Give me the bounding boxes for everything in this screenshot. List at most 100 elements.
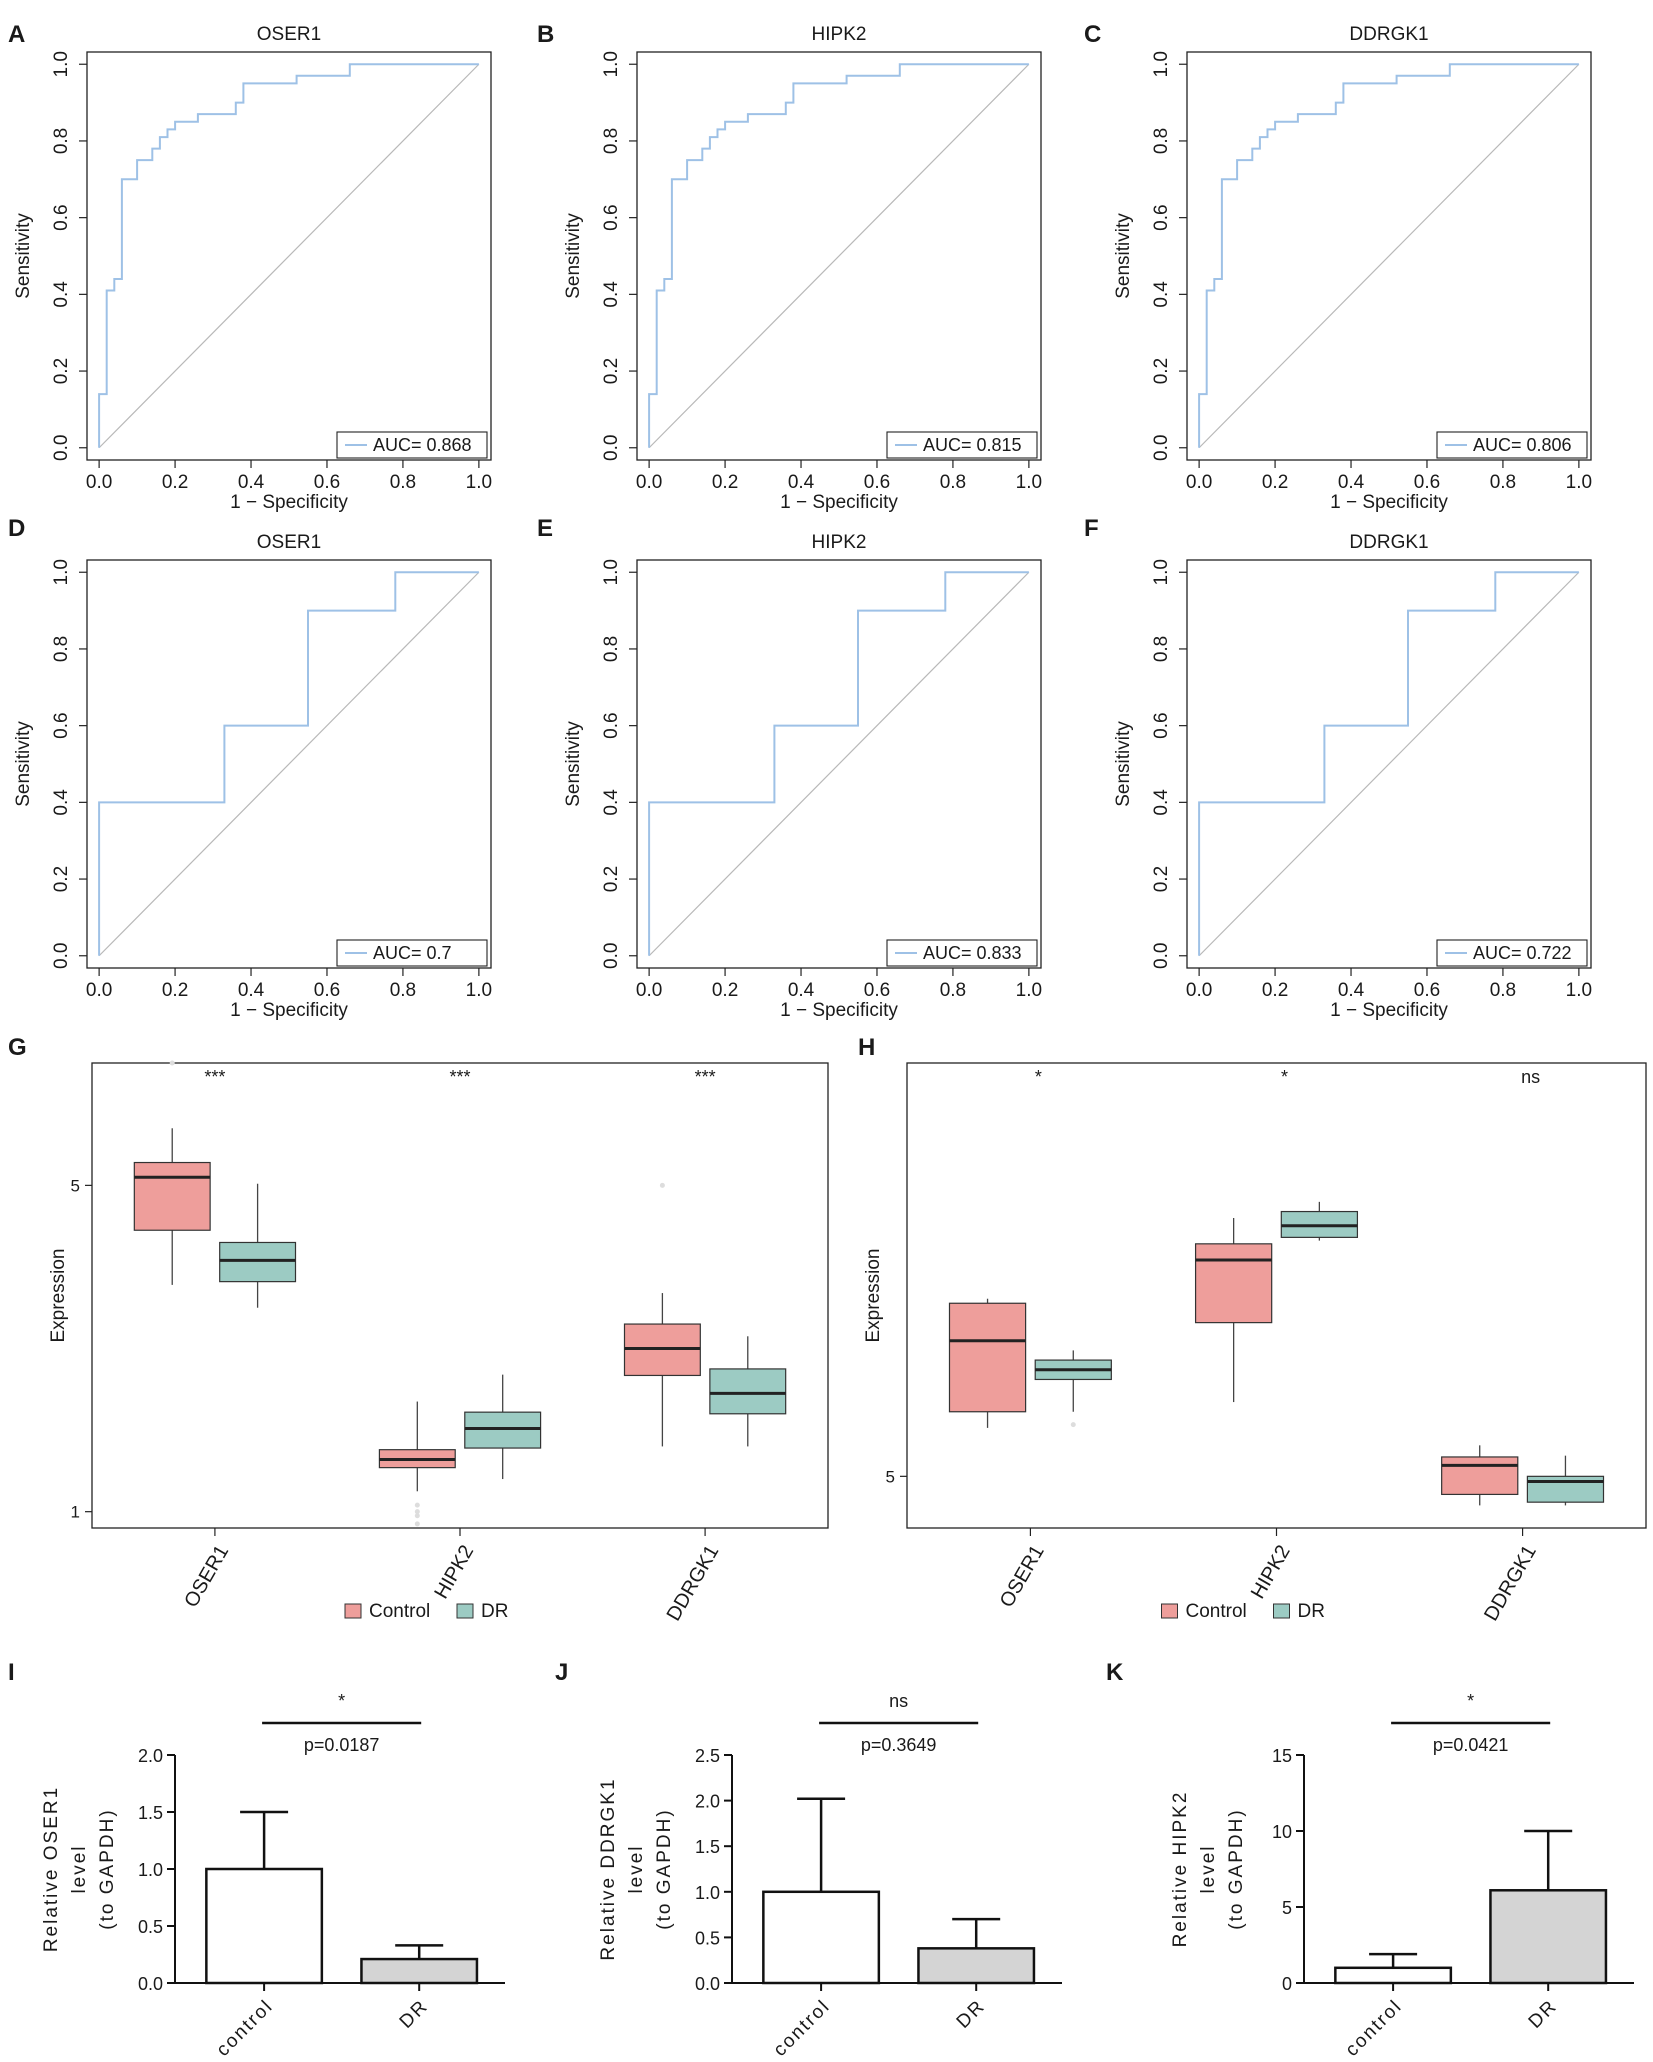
legend-label-dr: DR — [481, 1601, 508, 1622]
y-tick-label: 0.6 — [1151, 204, 1172, 230]
p-value-label: p=0.0421 — [1433, 1735, 1509, 1755]
y-axis-label-line: level — [69, 1844, 90, 1893]
x-tick-label: 1.0 — [466, 980, 492, 1001]
diagonal-reference-line — [1198, 63, 1580, 449]
y-tick-label: 5 — [71, 1176, 80, 1195]
y-tick-label: 0.0 — [601, 943, 622, 969]
y-axis-label-line: level — [1198, 1844, 1219, 1893]
box-control — [133, 1161, 211, 1231]
y-axis-label: Expression — [48, 1249, 69, 1343]
y-tick-label: 0.2 — [1151, 358, 1172, 384]
x-tick-label: DR — [1525, 1996, 1562, 2033]
y-tick-label: 0.4 — [1151, 281, 1172, 308]
y-axis-label: Sensitivity — [563, 721, 584, 807]
x-tick-label: DDRGK1 — [663, 1542, 724, 1625]
bar-dr — [360, 1957, 479, 1985]
significance-mark: * — [1467, 1691, 1474, 1711]
x-tick-label: 1.0 — [1566, 472, 1592, 493]
box-control — [1441, 1456, 1519, 1496]
y-tick-label: 0.4 — [51, 789, 72, 816]
y-tick-label: 1.0 — [601, 51, 622, 77]
significance-mark: * — [1281, 1067, 1288, 1087]
y-axis-label-line: (to GAPDH) — [654, 1808, 675, 1929]
y-axis-label: Sensitivity — [13, 213, 34, 299]
y-tick-label: 1.0 — [51, 51, 72, 77]
legend-swatch-dr — [456, 1603, 474, 1619]
x-tick-label: 0.8 — [940, 472, 966, 493]
x-axis-label: 1 − Specificity — [1330, 492, 1448, 513]
chart-title: OSER1 — [257, 24, 321, 45]
diagonal-reference-line — [648, 571, 1030, 957]
outlier-point — [414, 1502, 420, 1508]
y-tick-label: 0.8 — [51, 636, 72, 662]
x-tick-label: 0.8 — [390, 980, 416, 1001]
legend-label-control: Control — [1186, 1601, 1247, 1622]
y-tick-label: 0.8 — [601, 636, 622, 662]
significance-mark: *** — [204, 1067, 225, 1087]
x-tick-label: 0.8 — [390, 472, 416, 493]
bar-control — [205, 1867, 324, 1985]
significance-mark: *** — [695, 1067, 716, 1087]
x-tick-label: 0.8 — [1490, 472, 1516, 493]
p-value-label: p=0.0187 — [304, 1735, 380, 1755]
x-tick-label: HIPK2 — [1247, 1542, 1295, 1603]
x-tick-label: OSER1 — [180, 1542, 233, 1612]
outlier-point — [169, 1060, 175, 1066]
x-tick-label: 0.6 — [864, 472, 890, 493]
y-axis-label-line: (to GAPDH) — [97, 1808, 118, 1929]
x-tick-label: 0.0 — [1186, 472, 1212, 493]
y-tick-label: 0.8 — [601, 128, 622, 154]
auc-label: AUC= 0.7 — [373, 943, 452, 963]
y-axis-label: Sensitivity — [1113, 721, 1134, 807]
y-axis-label-line: Relative HIPK2 — [1170, 1791, 1191, 1948]
y-tick-label: 1.5 — [138, 1803, 163, 1823]
x-tick-label: 0.6 — [314, 472, 340, 493]
bar-dr — [917, 1947, 1036, 1985]
legend-swatch-control — [1161, 1603, 1178, 1619]
chart-title: OSER1 — [257, 532, 321, 553]
x-tick-label: 0.4 — [238, 980, 265, 1001]
outlier-point — [659, 1182, 665, 1188]
y-tick-label: 0.4 — [1151, 789, 1172, 816]
x-tick-label: 0.0 — [1186, 980, 1212, 1001]
x-axis-label: 1 − Specificity — [230, 1000, 348, 1021]
auc-label: AUC= 0.833 — [923, 943, 1022, 963]
y-tick-label: 10 — [1272, 1822, 1292, 1842]
panel-letter-d: D — [8, 515, 25, 542]
y-tick-label: 0.5 — [138, 1917, 163, 1937]
x-axis-label: 1 − Specificity — [230, 492, 348, 513]
roc-curve — [1198, 571, 1579, 956]
x-tick-label: 0.0 — [636, 980, 662, 1001]
box-control — [948, 1302, 1027, 1413]
significance-mark: * — [1035, 1067, 1042, 1087]
y-tick-label: 2.0 — [695, 1792, 720, 1812]
y-tick-label: 0 — [1282, 1974, 1292, 1994]
x-tick-label: 0.2 — [1262, 472, 1288, 493]
y-tick-label: 15 — [1272, 1746, 1292, 1766]
x-tick-label: 0.6 — [864, 980, 890, 1001]
y-tick-label: 1 — [71, 1503, 80, 1522]
panel-letter-g: G — [8, 1034, 27, 1061]
x-tick-label: HIPK2 — [430, 1542, 478, 1603]
y-axis-label: Sensitivity — [13, 721, 34, 807]
significance-mark: ns — [889, 1691, 908, 1711]
plot-frame — [636, 559, 1042, 969]
chart-title: DDRGK1 — [1349, 532, 1428, 553]
panel-letter-i: I — [8, 1659, 15, 1686]
y-tick-label: 1.0 — [1151, 51, 1172, 77]
y-tick-label: 0.2 — [51, 866, 72, 892]
y-tick-label: 0.6 — [601, 712, 622, 738]
significance-mark: * — [338, 1691, 345, 1711]
box-dr — [464, 1411, 542, 1449]
outlier-point — [414, 1509, 420, 1515]
x-tick-label: 0.4 — [788, 980, 815, 1001]
y-axis-label-line: level — [626, 1844, 647, 1893]
x-tick-label: 0.4 — [1338, 980, 1365, 1001]
x-tick-label: 0.2 — [1262, 980, 1288, 1001]
plot-frame — [1186, 51, 1592, 461]
y-axis-label-line: Relative OSER1 — [41, 1786, 62, 1952]
outlier-point — [414, 1521, 420, 1527]
plot-frame — [86, 559, 492, 969]
y-tick-label: 0.0 — [51, 943, 72, 969]
y-axis-label: Sensitivity — [563, 213, 584, 299]
